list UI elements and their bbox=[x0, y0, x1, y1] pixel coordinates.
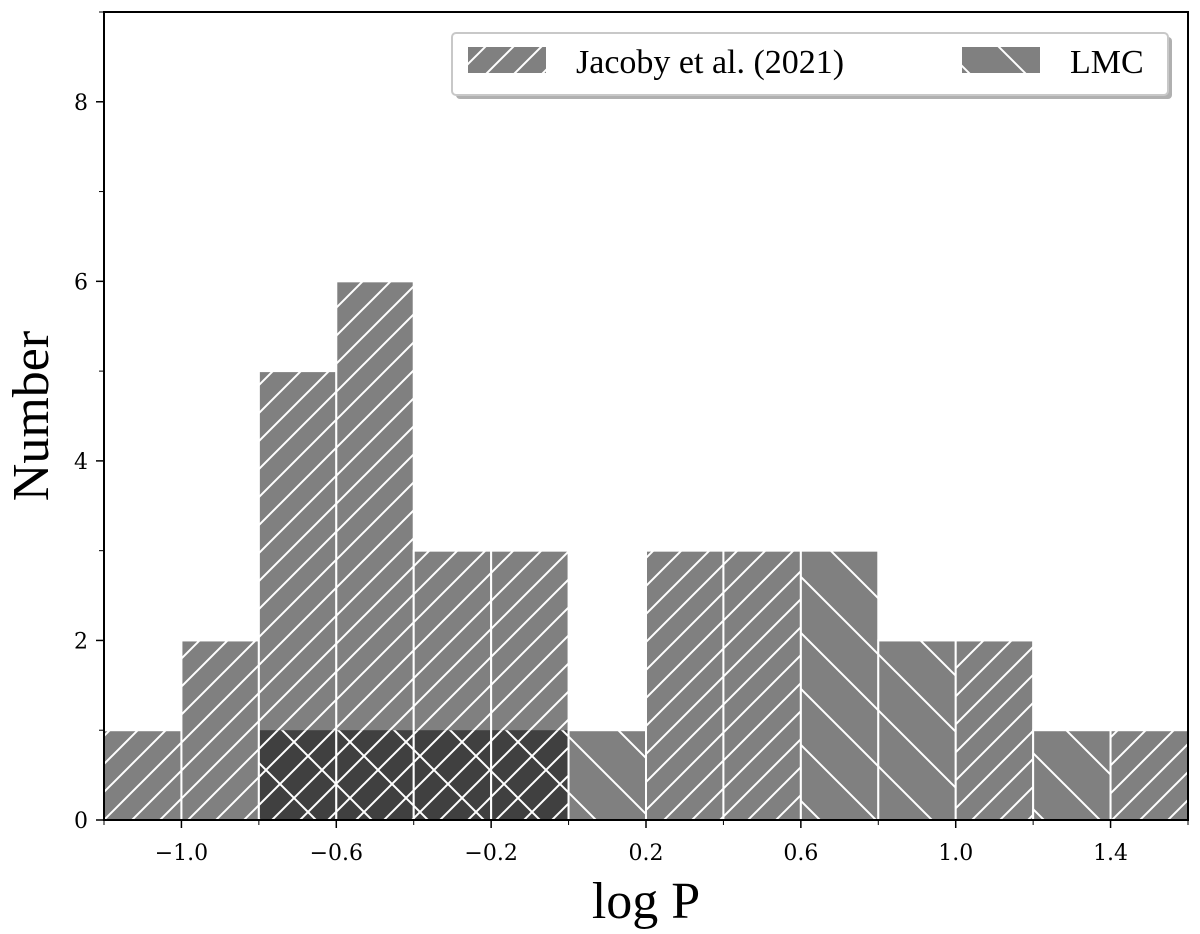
y-tick-label: 4 bbox=[74, 450, 88, 475]
legend-swatch-hatch-jacoby bbox=[468, 47, 546, 73]
bar-jacoby-bin-1-hatch bbox=[181, 640, 259, 820]
bar-overlap-hatch-back-bin-5 bbox=[491, 730, 569, 820]
y-tick-label: 0 bbox=[74, 809, 88, 834]
bar-lmc-bin-6-hatch bbox=[568, 730, 646, 820]
bars-layer bbox=[103, 280, 1189, 822]
legend-label-lmc: LMC bbox=[1070, 44, 1144, 81]
bar-jacoby-bin-13-hatch bbox=[1110, 730, 1188, 820]
legend-swatch-hatch-lmc bbox=[962, 47, 1040, 73]
bar-lmc-bin-12-hatch bbox=[1033, 730, 1111, 820]
bar-overlap-hatch-back-bin-2 bbox=[258, 730, 337, 820]
y-tick-label: 8 bbox=[74, 91, 88, 116]
y-tick-label: 2 bbox=[74, 629, 88, 654]
legend-label-jacoby: Jacoby et al. (2021) bbox=[576, 44, 844, 81]
legend: Jacoby et al. (2021) LMC bbox=[451, 32, 1172, 99]
x-tick-label: −0.6 bbox=[310, 841, 363, 866]
x-axis-title: log P bbox=[592, 873, 700, 930]
bar-lmc-bin-10-hatch bbox=[878, 640, 956, 820]
y-tick-label: 6 bbox=[74, 270, 88, 295]
x-axis-ticks: −1.0 −0.6 −0.2 0.2 0.6 1.0 1.4 bbox=[103, 820, 1189, 866]
bar-jacoby-bin-11-hatch bbox=[955, 640, 1034, 820]
x-tick-label: 0.6 bbox=[783, 841, 818, 866]
x-tick-label: −1.0 bbox=[155, 841, 208, 866]
y-axis-ticks: 0 2 4 6 8 bbox=[74, 11, 104, 834]
legend-items: Jacoby et al. (2021) LMC bbox=[468, 44, 1144, 81]
bar-overlap-hatch-back-bin-4 bbox=[413, 730, 492, 820]
x-tick-label: 0.2 bbox=[629, 841, 664, 866]
x-tick-label: −0.2 bbox=[464, 841, 517, 866]
bar-jacoby-bin-0-hatch bbox=[104, 730, 182, 820]
x-tick-label: 1.4 bbox=[1093, 841, 1128, 866]
bar-jacoby-bin-7-hatch bbox=[646, 550, 724, 820]
bar-jacoby-bin-8-hatch bbox=[723, 550, 801, 820]
bar-lmc-bin-9-hatch bbox=[800, 550, 879, 820]
bar-overlap-hatch-back-bin-3 bbox=[336, 730, 414, 820]
y-axis-title: Number bbox=[3, 331, 60, 501]
bar-jacoby-bin-3-hatch bbox=[336, 281, 414, 820]
x-tick-label: 1.0 bbox=[938, 841, 973, 866]
